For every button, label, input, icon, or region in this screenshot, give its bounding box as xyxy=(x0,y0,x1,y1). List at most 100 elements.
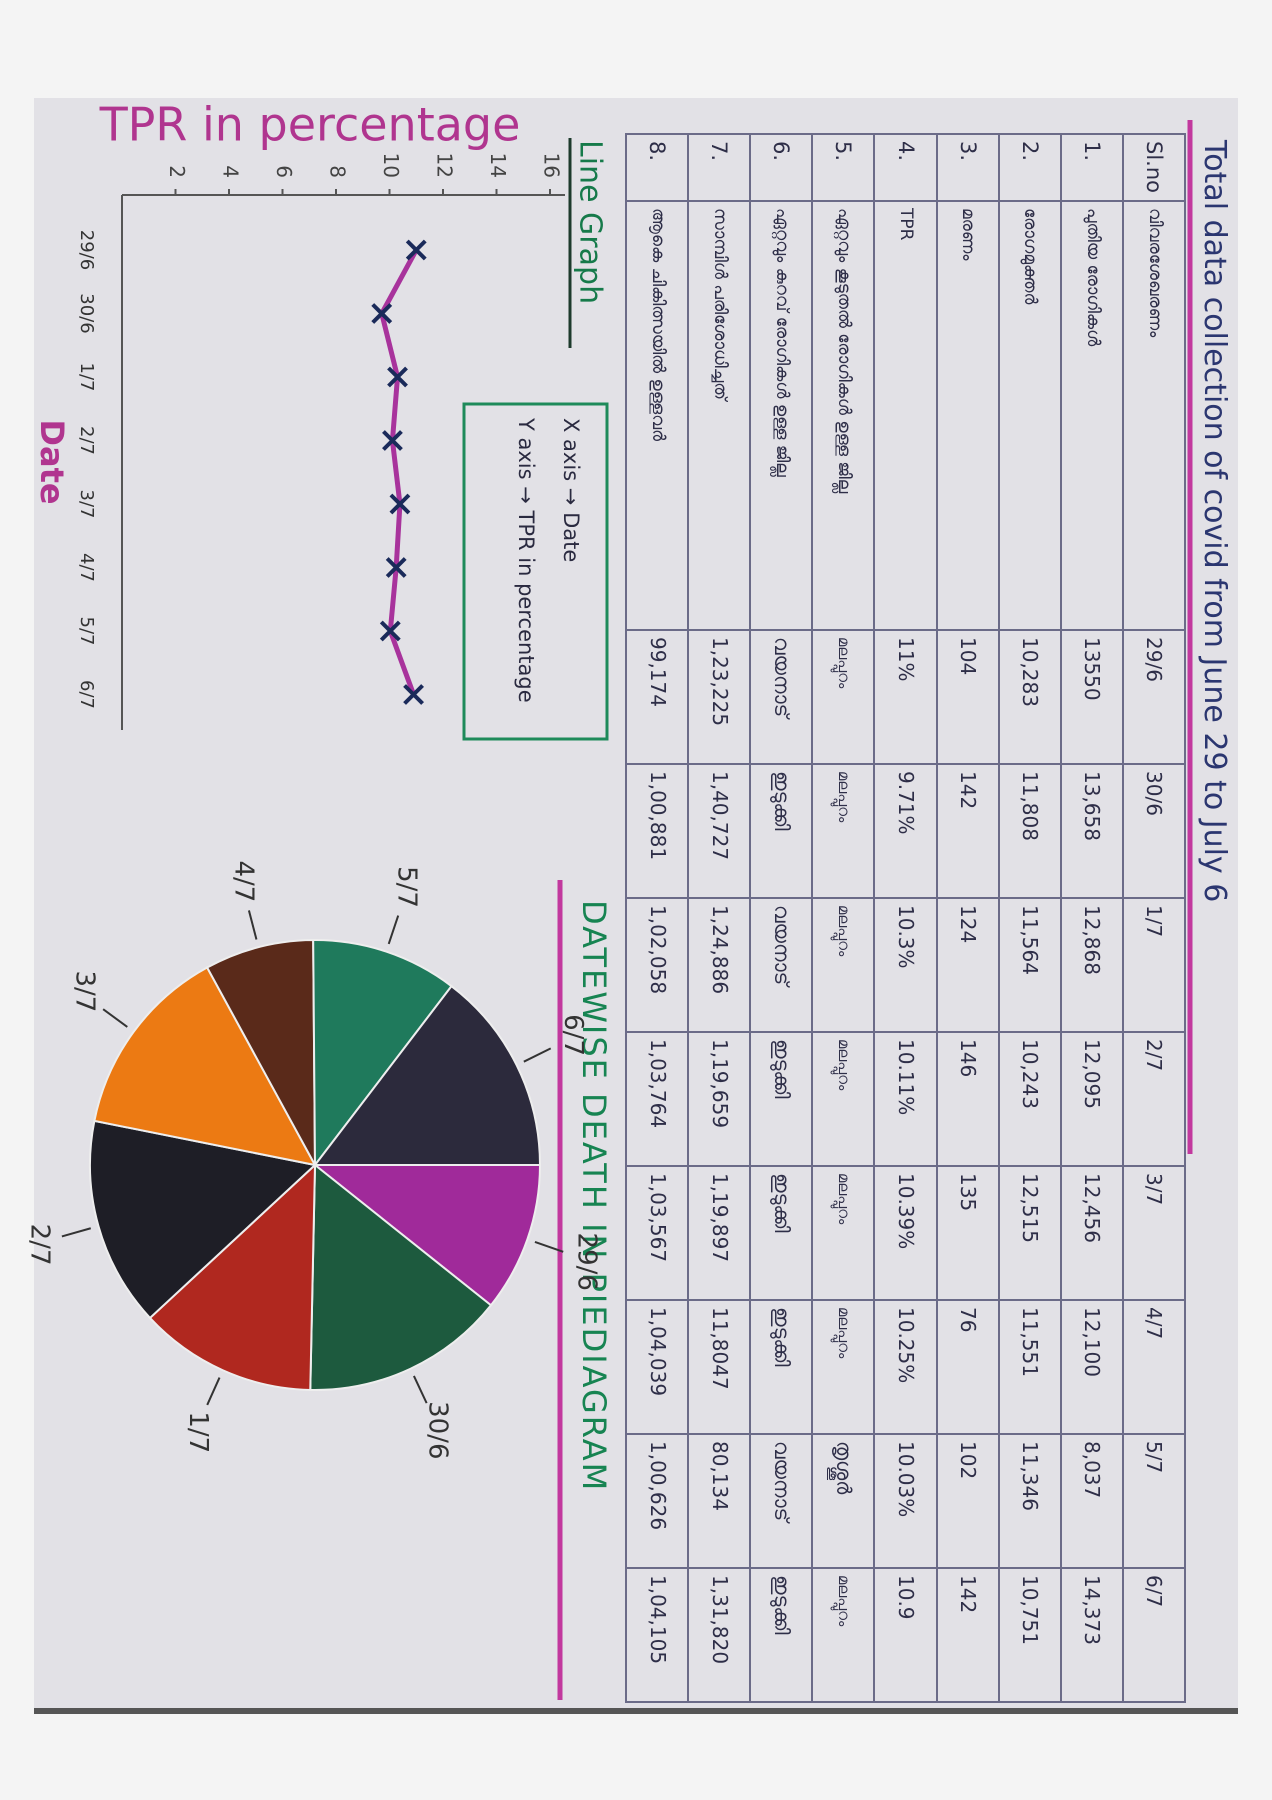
table-cell: 99,174 xyxy=(626,630,689,764)
pie-slice xyxy=(93,966,317,1167)
table-cell: 12,868 xyxy=(1060,898,1123,1032)
table-cell: മലപ്പുറം xyxy=(812,1568,875,1702)
tpr-line xyxy=(379,248,419,696)
table-cell: 1,40,727 xyxy=(688,764,751,898)
table-cell: 14,373 xyxy=(1060,1568,1123,1702)
x-axis-label: Date xyxy=(33,419,71,504)
point-marker xyxy=(385,557,407,578)
row-label: ആകെ ചികിത്സയിൽ ഉള്ളവർ xyxy=(626,201,689,630)
table-cell: 12,456 xyxy=(1060,1166,1123,1300)
x-tick-label: 6/7 xyxy=(76,680,97,709)
table-cell: ഇടുക്കി xyxy=(750,1166,813,1300)
table-cell: Sl.no xyxy=(1122,134,1185,201)
point-marker xyxy=(387,366,408,388)
pie-slice xyxy=(312,939,453,1168)
slice-label: 29/6 xyxy=(571,1233,601,1291)
table-cell: 1,00,626 xyxy=(626,1434,689,1568)
y-tick-label: 2 xyxy=(165,165,189,178)
slice-label: 4/7 xyxy=(228,860,258,902)
table-cell: 1,24,886 xyxy=(688,898,751,1032)
x-tick-label: 3/7 xyxy=(76,490,97,519)
table-cell: മലപ്പുറം xyxy=(812,1300,875,1434)
table-cell: 146 xyxy=(936,1032,999,1166)
label-arrow xyxy=(387,915,400,945)
pie-slice xyxy=(309,1162,493,1391)
data-table: Sl.no വിവരശേഖരണം 29/6 30/6 1/7 2/7 3/7 4/7 5/7 6/… xyxy=(625,133,1186,1703)
table-cell: 10.25% xyxy=(874,1300,937,1434)
label-arrow xyxy=(413,1375,428,1404)
table-cell: 10.3% xyxy=(874,898,937,1032)
y-tick-label: 16 xyxy=(540,153,564,178)
row-label: മരണം xyxy=(936,201,999,630)
y-tick-label: 4 xyxy=(219,165,243,178)
slice-label: 5/7 xyxy=(391,866,421,908)
table-cell: തൃശ്ശൂർ xyxy=(812,1434,875,1568)
table-cell: 1,02,058 xyxy=(626,898,689,1032)
table-cell: 5. xyxy=(812,134,875,201)
title: Total data collection of covid from June… xyxy=(1197,140,1232,903)
table-cell: 6/7 xyxy=(1122,1568,1185,1702)
table-cell: 12,100 xyxy=(1060,1300,1123,1434)
table-cell: 13,658 xyxy=(1060,764,1123,898)
pie-slice xyxy=(148,1162,317,1391)
table-cell: ഇടുക്കി xyxy=(750,764,813,898)
table-row: 8. ആകെ ചികിത്സയിൽ ഉള്ളവർ 99,174 1,00,881 1,0… xyxy=(626,134,689,1702)
table-cell: 9.71% xyxy=(874,764,937,898)
table-cell: 10.39% xyxy=(874,1166,937,1300)
table-cell: 1,03,764 xyxy=(626,1032,689,1166)
table-cell: 10,751 xyxy=(998,1568,1061,1702)
table-cell: 11,808 xyxy=(998,764,1061,898)
table-cell: 1,31,820 xyxy=(688,1568,751,1702)
table-cell: 11% xyxy=(874,630,937,764)
y-tick-label: 6 xyxy=(272,165,296,178)
table-cell: 4/7 xyxy=(1122,1300,1185,1434)
legend-text: X axis → Date xyxy=(559,418,583,562)
table-row: 2. രോഗമുക്തർ 10,283 11,808 11,564 10,243 12,51… xyxy=(998,134,1061,1702)
table-cell: മലപ്പുറം xyxy=(812,1166,875,1300)
table-cell: 30/6 xyxy=(1122,764,1185,898)
x-tick-label: 5/7 xyxy=(76,617,97,646)
pie-slice xyxy=(205,938,316,1166)
table-cell: 8. xyxy=(626,134,689,201)
y-tick-label: 12 xyxy=(433,153,457,178)
label-arrow xyxy=(247,910,258,940)
slice-label: 2/7 xyxy=(24,1224,54,1266)
y-tick-label: 14 xyxy=(486,153,510,178)
table-cell: 1/7 xyxy=(1122,898,1185,1032)
table-cell: 10.03% xyxy=(874,1434,937,1568)
slice-label: 6/7 xyxy=(558,1014,588,1056)
label-arrow xyxy=(102,1008,128,1028)
table-cell: 124 xyxy=(936,898,999,1032)
table-cell: 1. xyxy=(1060,134,1123,201)
y-axis-label: TPR in percentage xyxy=(99,98,521,152)
table-row: 7. സാമ്പിൾ പരിശോധിച്ചത് 1,23,225 1,40,727 1,… xyxy=(688,134,751,1702)
slice-label: 30/6 xyxy=(422,1401,452,1459)
table-row: 5. ഏറ്റവും കൂടുതൽ രോഗികൾ ഉള്ള ജില്ല മലപ്പു… xyxy=(812,134,875,1702)
slice-label: 1/7 xyxy=(183,1411,213,1453)
pie-slice xyxy=(89,1119,318,1320)
table-cell: 10,243 xyxy=(998,1032,1061,1166)
row-label: വിവരശേഖരണം xyxy=(1122,201,1185,630)
table-cell: 10,283 xyxy=(998,630,1061,764)
table-cell: മലപ്പുറം xyxy=(812,1032,875,1166)
table-cell: 1,19,659 xyxy=(688,1032,751,1166)
table-cell: 102 xyxy=(936,1434,999,1568)
label-arrow xyxy=(61,1227,92,1238)
table-cell: 142 xyxy=(936,1568,999,1702)
table-row: 3. മരണം 104 142 124 146 135 76 102 142 xyxy=(936,134,999,1702)
pie-slice xyxy=(312,1164,542,1307)
table-cell: 142 xyxy=(936,764,999,898)
point-marker xyxy=(389,493,411,515)
point-marker xyxy=(405,239,427,261)
legend-box xyxy=(462,402,609,741)
table-cell: 12,515 xyxy=(998,1166,1061,1300)
table-cell: 11,564 xyxy=(998,898,1061,1032)
table-cell: 1,00,881 xyxy=(626,764,689,898)
table-cell: 1,19,897 xyxy=(688,1166,751,1300)
y-tick-label: 8 xyxy=(326,165,350,178)
row-label: ഏറ്റവും കുറവ് രോഗികൾ ഉള്ള ജില്ല xyxy=(750,201,813,630)
table-row: 1. പുതിയ രോഗികൾ 13550 13,658 12,868 12,095 12,… xyxy=(1060,134,1123,1702)
header-row: Sl.no വിവരശേഖരണം 29/6 30/6 1/7 2/7 3/7 4/7 5/7 6/… xyxy=(1122,134,1185,1702)
